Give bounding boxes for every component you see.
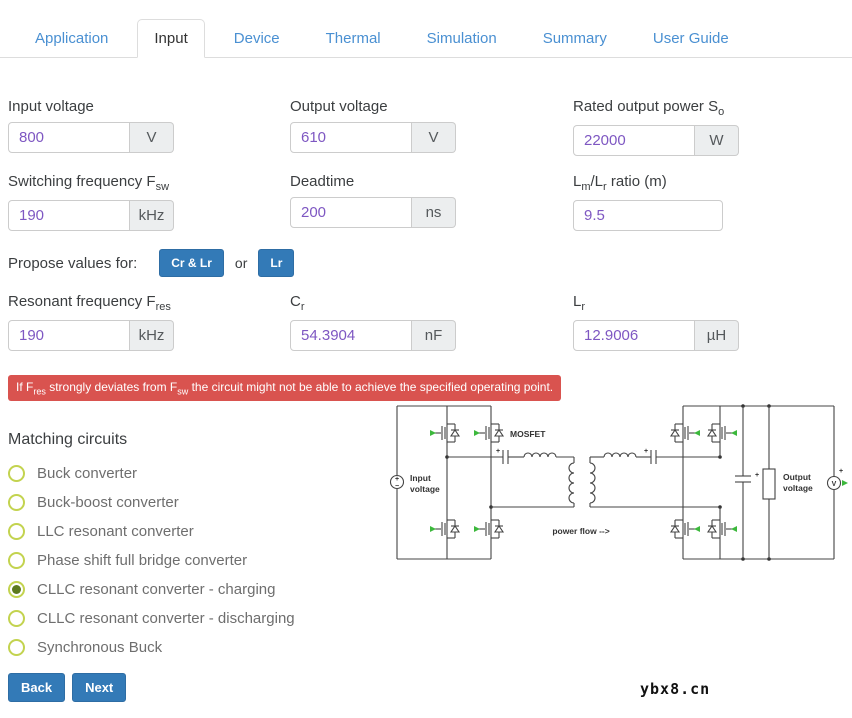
cr-field[interactable] [290,320,412,351]
cr-label: Cr [290,293,305,313]
mosfet-label: MOSFET [510,429,546,439]
lr-label: Lr [573,293,586,313]
propose-values-label: Propose values for: [8,254,138,272]
rated-output-power-unit: W [695,125,739,156]
tab-device[interactable]: Device [233,30,280,47]
deadtime-unit: ns [412,197,456,228]
watermark-text: ybx8.cn [640,680,711,698]
radio-synchronous-buck[interactable]: Synchronous Buck [8,639,852,657]
deadtime-label: Deadtime [290,173,355,190]
radio-cllc-resonant-converter-discharging[interactable]: CLLC resonant converter - discharging [8,610,852,628]
output-voltage-unit: V [412,122,456,153]
radio-icon [8,610,25,628]
fres-deviation-warning: If Fres strongly deviates from Fsw the c… [8,375,562,402]
tab-input[interactable]: Input [137,19,205,58]
lm-lr-ratio-field[interactable] [573,200,723,231]
radio-icon [8,552,25,570]
switching-frequency-field[interactable] [8,200,130,231]
input-voltage-diagram-label: Input [410,473,431,483]
cllc-circuit-diagram: + − Input voltage MOSFET + [386,386,850,586]
primary-inductor-icon [523,452,557,458]
matching-circuits-title: Matching circuits [8,431,128,449]
propose-cr-lr-button[interactable]: Cr & Lr [159,249,224,277]
radio-cllc-resonant-converter-charging[interactable]: CLLC resonant converter - charging [8,581,852,599]
resonant-frequency-label: Resonant frequency Fres [8,293,171,313]
radio-buck-boost-converter[interactable]: Buck-boost converter [8,494,852,512]
next-button[interactable]: Next [72,673,127,703]
lm-lr-ratio-label: Lm/Lr ratio (m) [573,173,667,193]
cr-unit: nF [412,320,456,351]
output-voltage-diagram-label: Output [783,472,811,482]
input-form: Input voltage V Output voltage V Rated o… [8,98,852,351]
resonant-frequency-unit: kHz [130,320,174,351]
radio-icon [8,639,25,657]
transformer-secondary-winding [589,462,596,504]
source-plus-sign: + [395,476,399,483]
or-text: or [234,255,248,271]
load-resistor-icon [762,468,776,500]
radio-icon [8,494,25,512]
lr-unit: µH [695,320,739,351]
voltmeter-plus: + [839,468,843,475]
output-voltage-field[interactable] [290,122,412,153]
propose-lr-button[interactable]: Lr [258,249,295,277]
output-voltage-label: Output voltage [290,98,388,115]
switching-frequency-unit: kHz [130,200,174,231]
svg-text:voltage: voltage [783,483,813,493]
primary-cap-plus: + [496,448,500,455]
radio-icon-selected [8,581,25,599]
matching-circuits-section: Matching circuits Buck converter Buck-bo… [8,431,852,657]
radio-phase-shift-full-bridge-converter[interactable]: Phase shift full bridge converter [8,552,852,570]
secondary-cap-plus: + [644,448,648,455]
input-voltage-unit: V [130,122,174,153]
tab-bar: Application Input Device Thermal Simulat… [0,0,852,58]
tab-user-guide[interactable]: User Guide [652,30,729,47]
voltmeter-letter: V [832,481,837,488]
source-minus-sign: − [395,483,399,490]
filter-cap-plus: + [755,472,759,479]
tab-summary[interactable]: Summary [542,30,607,47]
power-flow-label: power flow --> [552,526,609,536]
resonant-frequency-field[interactable] [8,320,130,351]
radio-icon [8,523,25,541]
switching-frequency-label: Switching frequency Fsw [8,173,170,193]
lr-field[interactable] [573,320,695,351]
radio-icon [8,465,25,483]
radio-buck-converter[interactable]: Buck converter [8,465,852,483]
transformer-primary-winding [568,462,575,504]
back-button[interactable]: Back [8,673,66,703]
tab-thermal[interactable]: Thermal [325,30,381,47]
secondary-inductor-icon [603,452,637,458]
deadtime-field[interactable] [290,197,412,228]
tab-application[interactable]: Application [35,30,109,47]
svg-text:voltage: voltage [410,484,440,494]
input-voltage-label: Input voltage [8,98,94,115]
rated-output-power-field[interactable] [573,125,695,156]
radio-llc-resonant-converter[interactable]: LLC resonant converter [8,523,852,541]
input-voltage-field[interactable] [8,122,130,153]
rated-output-power-label: Rated output power So [573,98,725,118]
tab-simulation[interactable]: Simulation [426,30,497,47]
